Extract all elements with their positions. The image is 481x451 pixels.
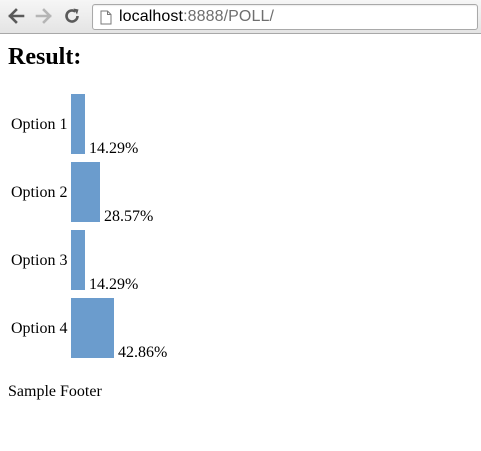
- percent-label: 28.57%: [104, 208, 154, 225]
- reload-button[interactable]: [61, 5, 83, 27]
- result-row: Option 1 14.29%: [0, 93, 300, 161]
- result-bar: [71, 162, 100, 222]
- option-label: Option 3: [11, 252, 68, 269]
- option-label: Option 2: [11, 184, 68, 201]
- result-bar: [71, 298, 114, 358]
- forward-arrow-icon: [35, 8, 52, 24]
- page-icon: [100, 9, 112, 29]
- option-label: Option 1: [11, 116, 68, 133]
- page-title: Result:: [8, 44, 82, 70]
- result-bar: [71, 230, 85, 290]
- back-button[interactable]: [5, 5, 27, 27]
- back-arrow-icon: [8, 8, 25, 24]
- option-label: Option 4: [11, 320, 68, 337]
- percent-label: 14.29%: [89, 140, 139, 157]
- page-footer: Sample Footer: [8, 383, 102, 400]
- url-path: :8888/POLL/: [183, 8, 275, 25]
- percent-label: 14.29%: [89, 276, 139, 293]
- reload-icon: [65, 8, 79, 23]
- url-text: localhost:8888/POLL/: [119, 5, 274, 29]
- address-bar[interactable]: localhost:8888/POLL/: [92, 4, 478, 30]
- result-bar: [71, 94, 85, 154]
- poll-results: Option 1 14.29% Option 2 28.57% Option 3 14.2…: [0, 93, 300, 365]
- forward-button[interactable]: [33, 5, 55, 27]
- url-host: localhost: [119, 8, 184, 25]
- percent-label: 42.86%: [118, 344, 168, 361]
- browser-toolbar: localhost:8888/POLL/: [0, 0, 481, 34]
- result-row: Option 4 42.86%: [0, 297, 300, 365]
- result-row: Option 3 14.29%: [0, 229, 300, 297]
- result-row: Option 2 28.57%: [0, 161, 300, 229]
